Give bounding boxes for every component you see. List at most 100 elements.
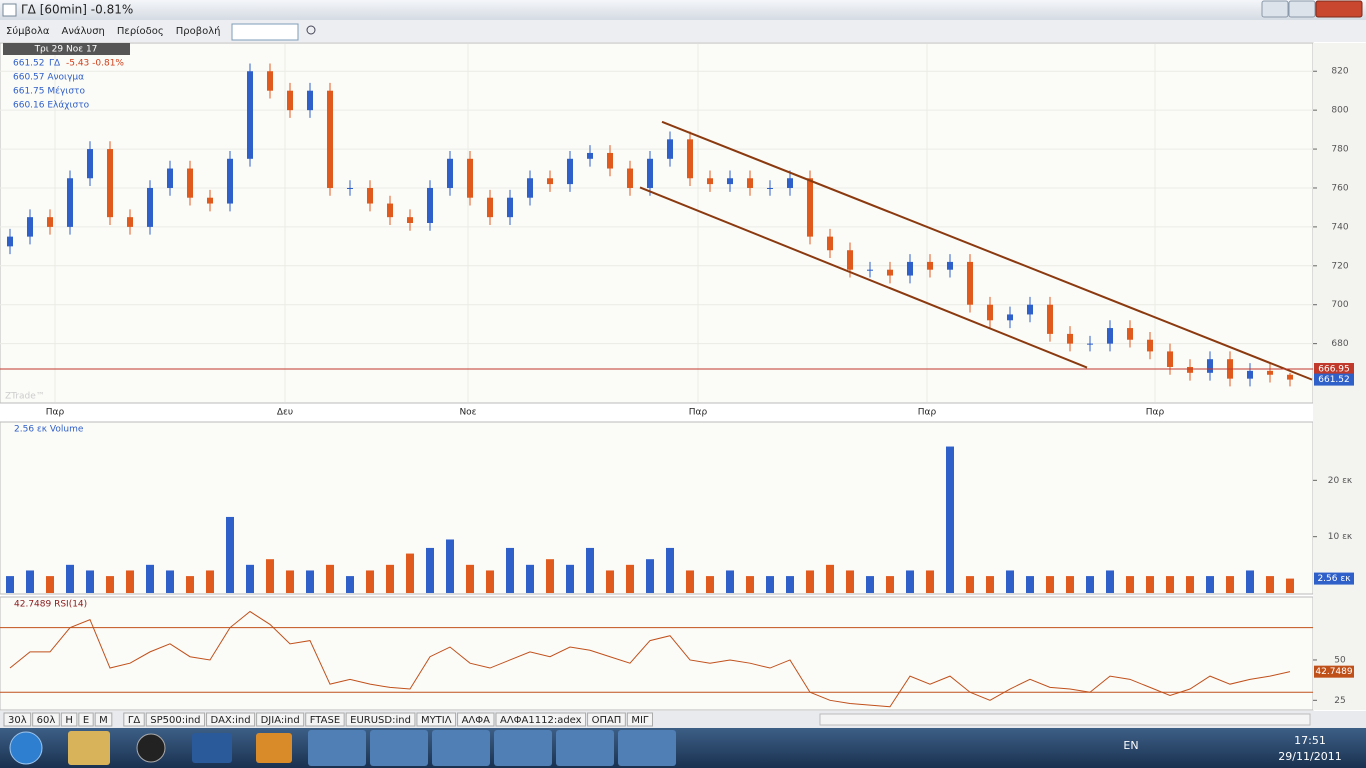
clock-time: 17:51 bbox=[1294, 734, 1326, 747]
candle-body bbox=[967, 261, 973, 305]
tab-label[interactable]: EURUSD:ind bbox=[350, 715, 411, 726]
close-button[interactable] bbox=[1315, 0, 1363, 18]
x-tick-label: Παρ bbox=[46, 408, 65, 418]
tab[interactable] bbox=[94, 712, 113, 727]
app-icon-1[interactable] bbox=[192, 733, 232, 763]
picasa-icon[interactable] bbox=[370, 730, 428, 766]
volume-bar bbox=[546, 559, 554, 593]
volume-bar bbox=[1046, 576, 1054, 593]
candle-body bbox=[587, 152, 593, 159]
volume-bar bbox=[1086, 576, 1094, 593]
search-icon[interactable] bbox=[306, 25, 316, 35]
reference-label: 666.95 bbox=[1318, 365, 1350, 375]
volume-bar bbox=[586, 547, 594, 593]
tab-label[interactable]: ΓΔ bbox=[128, 715, 141, 726]
app-icon bbox=[2, 3, 17, 17]
menu-item[interactable]: Προβολή bbox=[176, 25, 221, 37]
tab-label[interactable]: Η bbox=[65, 715, 73, 726]
tab[interactable] bbox=[60, 712, 78, 727]
messenger-icon[interactable] bbox=[432, 730, 490, 766]
x-tick-label: Παρ bbox=[918, 408, 937, 418]
tab-label[interactable]: ΜΙΓ bbox=[631, 715, 649, 726]
candle-body bbox=[847, 250, 853, 270]
price-panel bbox=[0, 42, 1314, 404]
candle-body bbox=[1087, 343, 1093, 345]
tab[interactable] bbox=[3, 712, 32, 727]
tab[interactable] bbox=[206, 712, 256, 727]
rsi-last-label-box bbox=[1314, 665, 1354, 678]
volume-bar bbox=[846, 570, 854, 593]
volume-bar bbox=[906, 570, 914, 593]
tab-label[interactable]: SP500:ind bbox=[150, 715, 200, 726]
word-icon[interactable] bbox=[618, 730, 676, 766]
tab-label[interactable]: ΜΥΤΙΛ bbox=[421, 715, 452, 726]
volume-bar bbox=[866, 576, 874, 593]
tab-label[interactable]: ΑΛΦΑ bbox=[462, 715, 491, 726]
tab-label[interactable]: ΟΠΑΠ bbox=[592, 715, 622, 726]
volume-bar bbox=[466, 564, 474, 593]
menu-item[interactable]: Σύμβολα bbox=[6, 25, 50, 37]
tab[interactable] bbox=[495, 712, 587, 727]
tab-label[interactable]: Μ bbox=[99, 715, 108, 726]
tab-label[interactable]: 30λ bbox=[8, 715, 27, 726]
ie-icon[interactable] bbox=[308, 730, 366, 766]
menu-item[interactable]: Περίοδος bbox=[117, 25, 164, 37]
tab[interactable] bbox=[78, 712, 94, 727]
volume-bar bbox=[1246, 570, 1254, 593]
taskbar-icons bbox=[68, 730, 676, 766]
candle-body bbox=[127, 217, 133, 227]
candle-body bbox=[467, 158, 473, 198]
tab[interactable] bbox=[416, 712, 457, 727]
volume-bar bbox=[726, 570, 734, 593]
minimize-button[interactable] bbox=[1261, 0, 1289, 18]
tab[interactable] bbox=[626, 712, 653, 727]
search-box[interactable] bbox=[231, 23, 299, 41]
tab[interactable] bbox=[345, 712, 416, 727]
start-button[interactable] bbox=[9, 731, 43, 765]
explorer-icon[interactable] bbox=[68, 731, 110, 765]
tab-label[interactable]: DJIA:ind bbox=[261, 715, 300, 726]
candle-body bbox=[7, 236, 13, 247]
candle-body bbox=[547, 178, 553, 185]
y-tick-label: 780 bbox=[1331, 145, 1348, 155]
maximize-button[interactable] bbox=[1288, 0, 1316, 18]
volume-bar bbox=[1126, 576, 1134, 593]
date-label: Τρι 29 Νοε 17 bbox=[34, 45, 98, 55]
hp-icon[interactable] bbox=[136, 733, 166, 763]
candle-body bbox=[527, 178, 533, 198]
tab[interactable] bbox=[457, 712, 495, 727]
volume-bar bbox=[1266, 576, 1274, 593]
y-tick-label: 700 bbox=[1331, 300, 1348, 310]
volume-bar bbox=[166, 570, 174, 593]
tab[interactable] bbox=[123, 712, 145, 727]
volume-bar bbox=[126, 570, 134, 593]
tab-label[interactable]: FTASE bbox=[310, 715, 340, 726]
app-icon-2[interactable] bbox=[256, 733, 292, 763]
tab[interactable] bbox=[587, 712, 626, 727]
candle-body bbox=[447, 158, 453, 188]
candle-body bbox=[1187, 366, 1193, 373]
ib-icon[interactable] bbox=[556, 730, 614, 766]
menu-item[interactable]: Ανάλυση bbox=[61, 25, 104, 37]
volume-bar bbox=[786, 576, 794, 593]
candle-body bbox=[247, 71, 253, 159]
y-tick-label: 50 bbox=[1334, 655, 1346, 665]
scrollbar[interactable] bbox=[819, 713, 1311, 726]
candle-body bbox=[987, 304, 993, 321]
candle-body bbox=[1067, 333, 1073, 344]
tab-label[interactable]: Ε bbox=[83, 715, 89, 726]
tab[interactable] bbox=[256, 712, 305, 727]
tab-label[interactable]: 60λ bbox=[37, 715, 56, 726]
tab-label[interactable]: ΑΛΦΑ1112:adex bbox=[500, 715, 582, 726]
tab[interactable] bbox=[145, 712, 206, 727]
tab-label[interactable]: DAX:ind bbox=[211, 715, 251, 726]
candle-body bbox=[27, 217, 33, 237]
tab[interactable] bbox=[305, 712, 345, 727]
tab[interactable] bbox=[32, 712, 60, 727]
volume-bar bbox=[86, 570, 94, 593]
candle-body bbox=[1127, 328, 1133, 340]
volume-bar bbox=[306, 570, 314, 593]
ztrade-icon[interactable] bbox=[494, 730, 552, 766]
candle-body bbox=[1027, 304, 1033, 315]
